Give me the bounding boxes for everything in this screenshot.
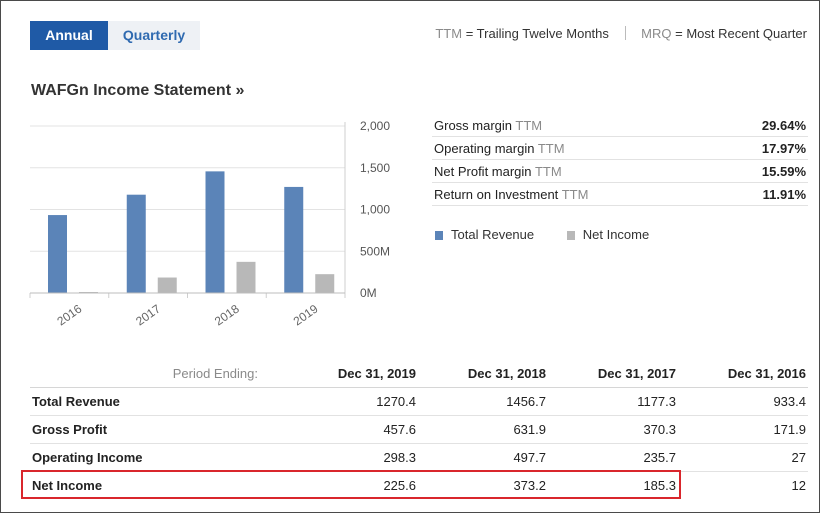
table-header-row: Period Ending: Dec 31, 2019 Dec 31, 2018… — [30, 359, 808, 388]
legend-item-revenue: Total Revenue — [435, 227, 534, 242]
column-header: Dec 31, 2017 — [548, 359, 678, 388]
cell-value: 1456.7 — [418, 387, 548, 416]
legend-divider — [624, 26, 626, 40]
legend-label-net-income: Net Income — [582, 227, 650, 242]
ratios-table: Gross margin TTM 29.64% Operating margin… — [432, 114, 808, 206]
revenue-bar — [48, 215, 67, 293]
tab-annual[interactable]: Annual — [30, 21, 108, 50]
cell-value: 933.4 — [678, 387, 808, 416]
table-row: Net Income 225.6 373.2 185.3 12 — [30, 472, 808, 500]
income-statement-link[interactable]: WAFGn Income Statement » — [31, 82, 245, 99]
y-tick-label: 1,000 — [360, 203, 390, 217]
net-income-swatch-icon — [566, 231, 575, 240]
revenue-bar — [205, 171, 225, 293]
y-tick-label: 500M — [360, 244, 390, 258]
net-income-bar — [315, 274, 335, 293]
mrq-text: = Most Recent Quarter — [675, 26, 807, 41]
cell-value: 12 — [791, 478, 806, 493]
y-tick-label: 2,000 — [360, 119, 390, 133]
ratio-ttm: TTM — [515, 117, 543, 133]
cell-value: 235.7 — [548, 443, 678, 472]
cell-value: 457.6 — [288, 415, 418, 444]
cell-value: 373.2 — [513, 478, 546, 493]
row-label: Operating Income — [30, 443, 288, 472]
revenue-swatch-icon — [435, 231, 443, 240]
row-label: Net Income — [32, 478, 103, 493]
tab-quarterly[interactable]: Quarterly — [108, 21, 200, 50]
net-income-bar — [79, 291, 98, 293]
ratio-ttm: TTM — [537, 140, 565, 156]
ratio-value: 29.64% — [720, 114, 808, 137]
mrq-abbr: MRQ — [641, 26, 672, 41]
row-label: Gross Profit — [30, 415, 288, 444]
period-ending-label: Period Ending: — [30, 359, 288, 388]
ratio-row: Gross margin TTM 29.64% — [432, 114, 808, 137]
column-header: Dec 31, 2016 — [678, 359, 808, 388]
cell-value: 298.3 — [288, 443, 418, 472]
abbreviation-legend: TTM = Trailing Twelve Months MRQ = Most … — [435, 26, 807, 41]
row-label: Total Revenue — [30, 387, 288, 416]
cell-value: 1177.3 — [548, 387, 678, 416]
ratio-row: Operating margin TTM 17.97% — [432, 136, 808, 160]
ratio-value: 15.59% — [720, 159, 808, 183]
cell-value: 370.3 — [548, 415, 678, 444]
table-row: Gross Profit 457.6 631.9 370.3 171.9 — [30, 415, 808, 444]
column-header: Dec 31, 2019 — [288, 359, 418, 388]
ttm-text: = Trailing Twelve Months — [465, 26, 609, 41]
ratio-name: Return on Investment — [434, 186, 559, 202]
chart-legend: Total Revenue Net Income — [435, 227, 678, 242]
ratio-row: Return on Investment TTM 11.91% — [432, 182, 808, 206]
ratio-label: Net Profit margin TTM — [432, 159, 721, 183]
income-chart: 0M 500M 1,000 1,500 2,000 2016 2017 2018 2019 — [29, 119, 390, 328]
cell-value: 27 — [678, 443, 808, 472]
ratio-label: Gross margin TTM — [432, 114, 721, 137]
x-tick-label: 2018 — [212, 301, 242, 328]
x-tick-label: 2019 — [291, 301, 321, 328]
revenue-bar — [126, 194, 146, 293]
ttm-abbr: TTM — [435, 26, 463, 41]
x-tick-label: 2017 — [133, 301, 163, 328]
cell-value: 171.9 — [678, 415, 808, 444]
cell-value: 185.3 — [643, 478, 676, 493]
ratio-name: Net Profit margin — [434, 163, 532, 179]
net-income-bar — [236, 261, 256, 293]
legend-label-revenue: Total Revenue — [451, 227, 535, 242]
x-tick-label: 2016 — [54, 301, 84, 328]
cell-value: 1270.4 — [288, 387, 418, 416]
table-row: Operating Income 298.3 497.7 235.7 27 — [30, 443, 808, 472]
ratio-label: Operating margin TTM — [432, 136, 721, 160]
net-income-bar — [157, 277, 177, 293]
cell-value: 631.9 — [418, 415, 548, 444]
cell-value: 497.7 — [418, 443, 548, 472]
ratio-ttm: TTM — [534, 163, 562, 179]
ratio-row: Net Profit margin TTM 15.59% — [432, 159, 808, 183]
column-header: Dec 31, 2018 — [418, 359, 548, 388]
y-tick-label: 1,500 — [360, 161, 390, 175]
cell-value: 225.6 — [383, 478, 416, 493]
legend-item-net-income: Net Income — [566, 227, 650, 242]
revenue-bar — [284, 186, 304, 293]
table-row: Total Revenue 1270.4 1456.7 1177.3 933.4 — [30, 387, 808, 416]
ratio-name: Gross margin — [434, 117, 513, 133]
ratio-value: 17.97% — [720, 136, 808, 160]
ratio-ttm: TTM — [561, 186, 589, 202]
income-table: Period Ending: Dec 31, 2019 Dec 31, 2018… — [30, 359, 808, 499]
ratio-label: Return on Investment TTM — [432, 182, 721, 206]
y-tick-label: 0M — [360, 286, 377, 300]
ratio-name: Operating margin — [434, 140, 535, 156]
ratio-value: 11.91% — [720, 182, 808, 206]
